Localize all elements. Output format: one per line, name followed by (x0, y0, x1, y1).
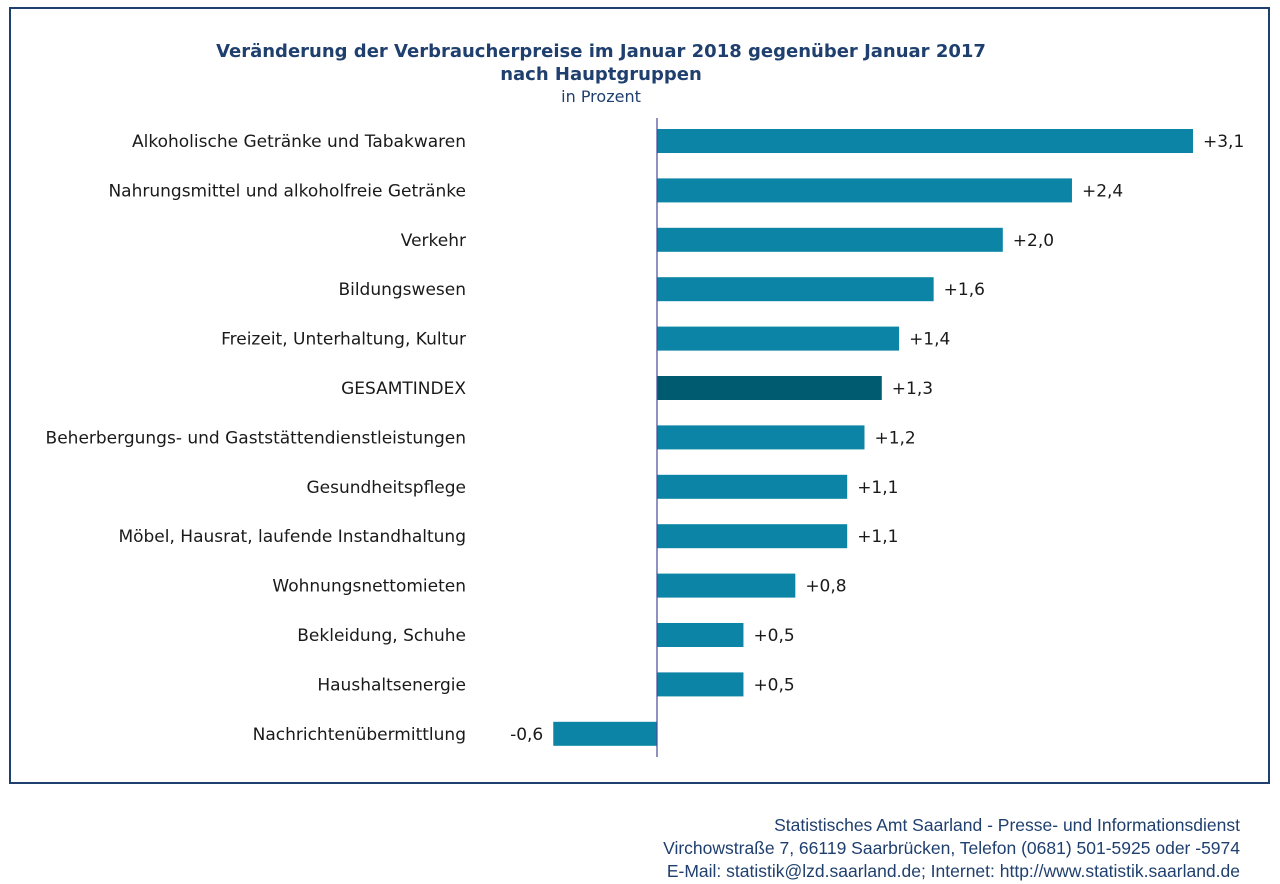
category-label: Nahrungsmittel und alkoholfreie Getränke (108, 181, 466, 201)
chart-subtitle: in Prozent (561, 87, 641, 106)
category-label: Nachrichtenübermittlung (253, 725, 466, 745)
category-label: Gesundheitspflege (306, 478, 466, 498)
value-label: +1,6 (944, 280, 985, 300)
bar-bekleidung-schuhe (657, 623, 744, 647)
category-label: Bildungswesen (338, 280, 466, 300)
value-label: +3,1 (1203, 132, 1244, 152)
labels-group: Alkoholische Getränke und Tabakwaren +3,1… (46, 132, 1245, 745)
category-label: Beherbergungs- und Gaststättendienstleis… (46, 428, 466, 448)
bar-m-bel-hausrat-laufende-instandhaltung (657, 524, 848, 549)
bar-gesundheitspflege (657, 474, 848, 499)
value-label: +2,4 (1082, 181, 1123, 201)
value-label: +1,3 (892, 379, 933, 399)
category-label: Verkehr (401, 231, 466, 251)
chart-title: Veränderung der Verbraucherpreise im Jan… (216, 41, 986, 62)
category-label: Möbel, Hausrat, laufende Instandhaltung (118, 527, 466, 547)
bar-nachrichten-bermittlung (553, 721, 657, 746)
bar-freizeit-unterhaltung-kultur (657, 326, 900, 351)
footer: Statistisches Amt Saarland - Presse- und… (440, 814, 1240, 883)
category-label: GESAMTINDEX (341, 379, 466, 399)
value-label: +1,1 (857, 527, 898, 547)
category-label: Freizeit, Unterhaltung, Kultur (221, 330, 466, 350)
bar-nahrungsmittel-und-alkoholfreie-getr-nke (657, 178, 1072, 203)
value-label: +1,2 (874, 428, 915, 448)
bar-gesamtindex (657, 376, 882, 400)
footer-line-1: Statistisches Amt Saarland - Presse- und… (774, 815, 1240, 835)
category-label: Alkoholische Getränke und Tabakwaren (132, 132, 466, 152)
bar-bildungswesen (657, 277, 934, 302)
value-label: +1,1 (857, 478, 898, 498)
chart-title-line2: nach Hauptgruppen (500, 64, 702, 85)
footer-line-2: Virchowstraße 7, 66119 Saarbrücken, Tele… (663, 838, 1240, 858)
category-label: Wohnungsnettomieten (272, 577, 466, 597)
value-label: +1,4 (909, 330, 950, 350)
bar-verkehr (657, 227, 1003, 252)
category-label: Haushaltsenergie (317, 675, 466, 695)
bar-beherbergungs-und-gastst-ttendienstleistungen (657, 425, 865, 450)
value-label: +0,5 (753, 626, 794, 646)
bar-wohnungsnettomieten (657, 573, 796, 598)
footer-line-3: E-Mail: statistik@lzd.saarland.de; Inter… (666, 861, 1240, 881)
bar-alkoholische-getr-nke-und-tabakwaren (657, 129, 1193, 153)
bar-haushaltsenergie (657, 672, 744, 697)
value-label: +2,0 (1013, 231, 1054, 251)
value-label: +0,8 (805, 577, 846, 597)
value-label: +0,5 (753, 675, 794, 695)
bars-group (553, 129, 1193, 746)
value-label: -0,6 (510, 725, 543, 745)
category-label: Bekleidung, Schuhe (297, 626, 466, 646)
